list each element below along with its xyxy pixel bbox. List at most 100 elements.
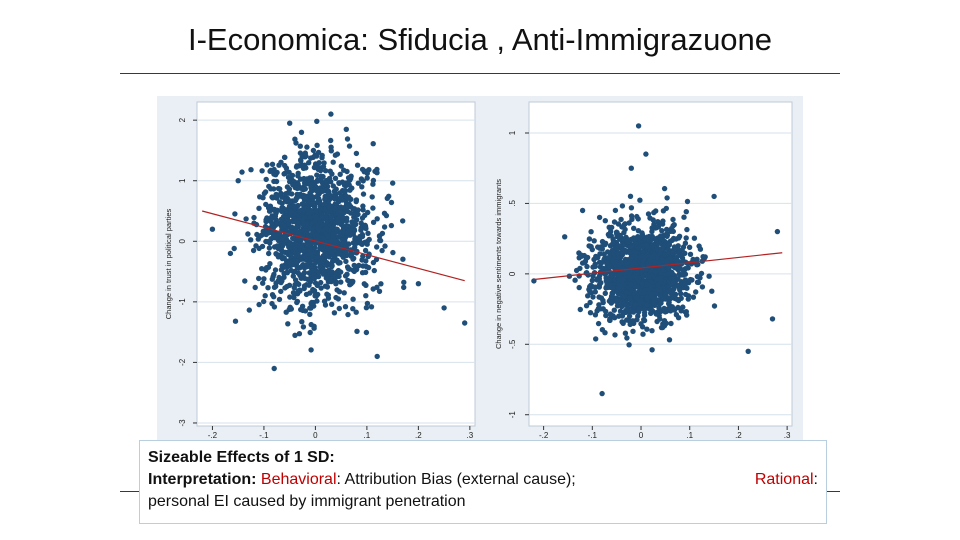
scatter-point: [606, 255, 612, 261]
scatter-point: [619, 203, 626, 209]
scatter-point: [659, 228, 665, 234]
scatter-point: [401, 279, 407, 285]
bottom-rule-left: [120, 491, 139, 492]
scatter-point: [346, 143, 353, 149]
scatter-point: [271, 166, 277, 173]
scatter-point: [616, 291, 622, 297]
scatter-point: [259, 168, 265, 174]
scatter-point: [342, 235, 348, 241]
scatter-point: [639, 268, 645, 274]
scatter-point: [283, 195, 289, 202]
scatter-point: [252, 284, 258, 291]
scatter-point: [304, 241, 310, 248]
scatter-point: [302, 186, 308, 192]
scatter-point: [655, 281, 662, 288]
scatter-point: [378, 281, 384, 287]
scatter-point: [278, 220, 284, 226]
scatter-point: [441, 305, 447, 311]
scatter-point: [369, 194, 375, 200]
scatter-point: [608, 293, 615, 299]
scatter-point: [664, 195, 670, 201]
scatter-point: [639, 262, 646, 268]
scatter-point: [256, 301, 262, 308]
scatter-point: [676, 271, 682, 277]
scatter-point: [339, 232, 345, 238]
scatter-point: [709, 288, 715, 294]
scatter-point: [640, 331, 646, 337]
scatter-point: [255, 236, 261, 242]
scatter-point: [579, 207, 586, 214]
scatter-point: [332, 206, 338, 212]
scatter-point: [322, 168, 329, 174]
scatter-point: [341, 290, 347, 296]
scatter-point: [363, 263, 369, 270]
scatter-point: [293, 164, 300, 170]
scatter-point: [251, 214, 257, 221]
scatter-point: [573, 267, 580, 274]
scatter-point: [324, 291, 330, 297]
scatter-point: [621, 282, 627, 288]
scatter-point: [633, 294, 640, 300]
scatter-point: [607, 311, 614, 317]
scatter-point: [329, 171, 335, 177]
scatter-point: [322, 195, 328, 201]
scatter-point: [276, 296, 283, 303]
interpretation-label: Interpretation:: [148, 471, 257, 488]
scatter-point: [312, 245, 318, 251]
x-tick-label: .3: [467, 431, 474, 440]
scatter-point: [332, 175, 339, 181]
scatter-point: [645, 211, 652, 217]
scatter-point: [273, 233, 279, 239]
scatter-point: [645, 274, 652, 280]
scatter-point: [345, 277, 351, 284]
scatter-point: [649, 233, 655, 240]
scatter-point: [694, 273, 701, 280]
scatter-point: [310, 200, 316, 206]
scatter-point: [282, 170, 288, 176]
scatter-point: [308, 251, 314, 257]
scatter-point: [291, 218, 297, 225]
scatter-point: [349, 251, 355, 257]
scatter-point: [671, 306, 678, 312]
scatter-point: [295, 181, 301, 187]
scatter-point: [628, 318, 634, 324]
scatter-point: [321, 201, 328, 207]
scatter-point: [363, 225, 369, 232]
scatter-point: [307, 208, 314, 215]
scatter-point: [631, 225, 637, 231]
scatter-point: [661, 318, 668, 324]
scatter-point: [264, 162, 270, 168]
y-tick-label: -.5: [508, 339, 517, 349]
fit-line: [201, 210, 465, 282]
scatter-point: [594, 308, 600, 314]
scatter-point: [596, 282, 603, 288]
scatter-point: [278, 236, 285, 242]
scatter-point: [610, 240, 616, 246]
scatter-point: [275, 185, 282, 192]
scatter-point: [352, 244, 358, 250]
scatter-point: [648, 284, 654, 290]
scatter-point: [627, 244, 633, 250]
scatter-point: [269, 276, 275, 282]
scatter-point: [339, 240, 345, 246]
scatter-point: [363, 305, 370, 311]
scatter-point: [320, 257, 326, 264]
scatter-point: [314, 142, 320, 148]
scatter-point: [663, 205, 669, 212]
scatter-point: [624, 262, 630, 268]
scatter-point: [263, 218, 269, 225]
scatter-point: [627, 307, 633, 313]
scatter-point: [675, 315, 682, 321]
scatter-point: [309, 195, 316, 201]
scatter-point: [612, 332, 618, 338]
scatter-point: [583, 303, 590, 309]
scatter-point: [245, 231, 251, 237]
scatter-point: [350, 226, 356, 232]
scatter-point: [370, 141, 376, 147]
scatter-point: [318, 245, 324, 251]
scatter-point: [687, 276, 694, 283]
scatter-point: [318, 285, 324, 291]
scatter-point: [350, 296, 356, 302]
scatter-point: [621, 276, 627, 282]
scatter-point: [655, 219, 661, 225]
